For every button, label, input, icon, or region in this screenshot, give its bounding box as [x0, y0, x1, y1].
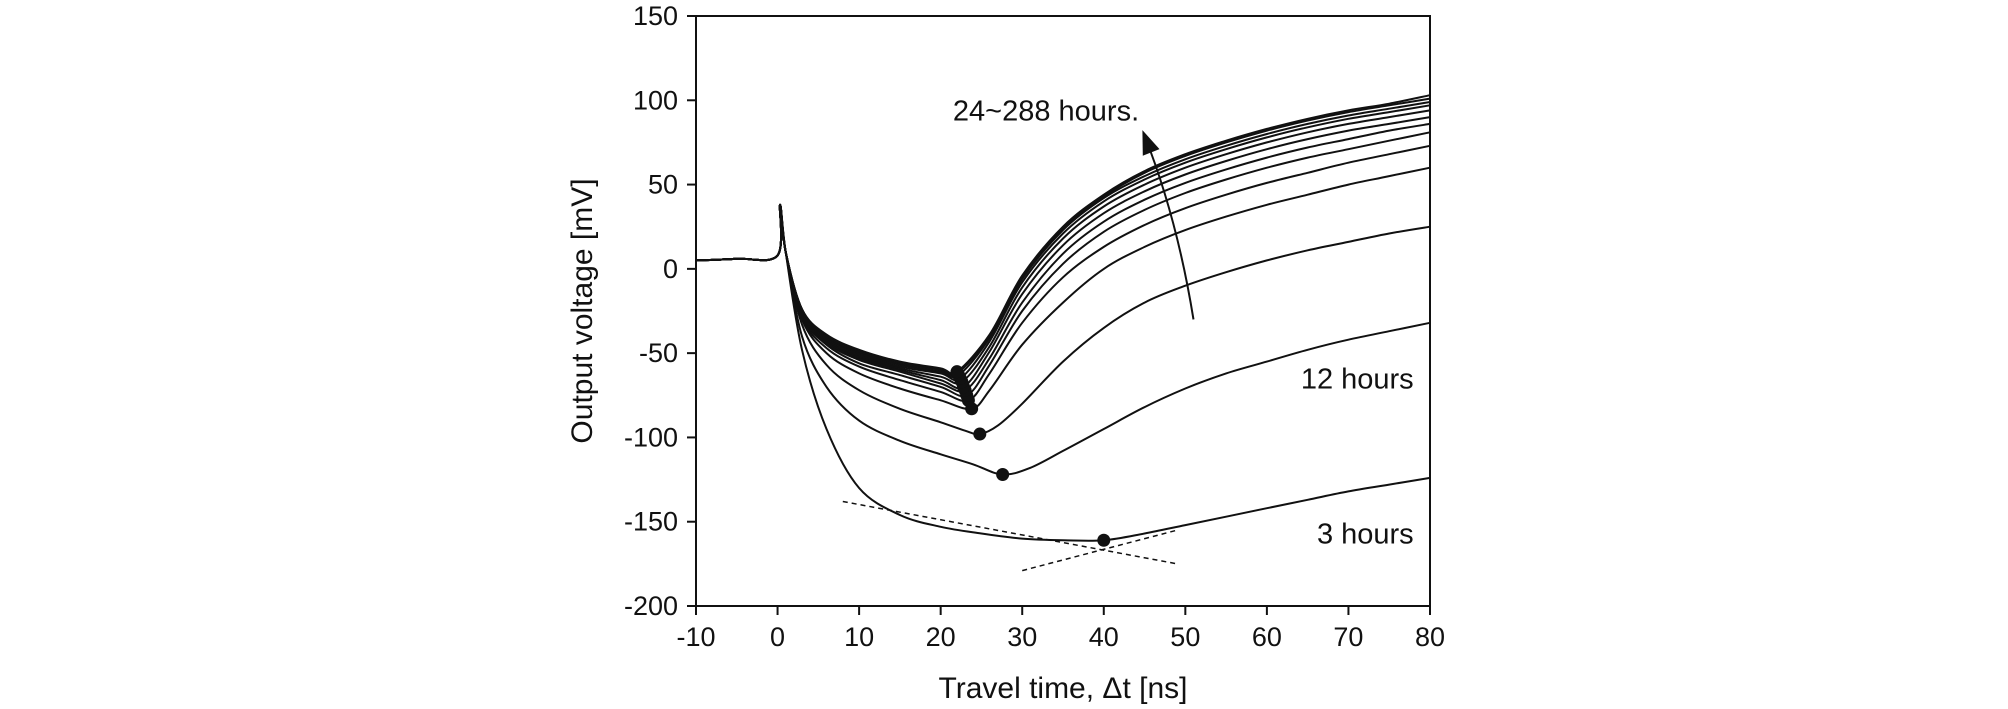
- x-tick-label: 40: [1089, 622, 1119, 652]
- annotation-2: 12 hours: [1301, 363, 1414, 395]
- y-tick-label: -150: [624, 507, 678, 537]
- x-tick-label: 50: [1170, 622, 1200, 652]
- plot-frame: [695, 15, 1431, 607]
- x-tick-label: 10: [844, 622, 874, 652]
- minimum-point-3: [973, 427, 987, 441]
- y-axis-ticks: -200 -150 -100 -50 0 50 100 150: [624, 1, 696, 621]
- y-tick-label: 100: [633, 85, 678, 115]
- x-axis-ticks: -10 0 10 20 30 40 50 60 70 80: [676, 606, 1445, 652]
- series-line-6: [695, 131, 1431, 398]
- y-tick-label: -200: [624, 591, 678, 621]
- y-tick-label: 150: [633, 1, 678, 31]
- trend-arrow-head: [1142, 130, 1160, 156]
- minimum-point-1: [1097, 533, 1111, 547]
- x-tick-label: 80: [1415, 622, 1445, 652]
- series-line-13: [695, 94, 1431, 375]
- y-tick-label: 50: [648, 170, 678, 200]
- x-tick-label: 70: [1333, 622, 1363, 652]
- x-tick-label: 30: [1007, 622, 1037, 652]
- chart-marks: 24~288 hours. 12 hours 3 hours: [695, 94, 1431, 572]
- series-line-7: [695, 122, 1431, 393]
- y-tick-label: -50: [639, 338, 678, 368]
- x-tick-label: 20: [926, 622, 956, 652]
- annotation-3: 3 hours: [1317, 519, 1414, 551]
- x-axis-label: Travel time, Δt [ns]: [939, 672, 1188, 705]
- y-axis-label: Output voltage [mV]: [566, 178, 599, 443]
- trend-arrow-shaft: [1143, 135, 1195, 320]
- x-tick-label: 60: [1252, 622, 1282, 652]
- x-tick-label: -10: [676, 622, 715, 652]
- y-tick-label: -100: [624, 422, 678, 452]
- annotation-1: 24~288 hours.: [953, 95, 1139, 127]
- minimum-point-2: [996, 468, 1010, 482]
- x-tick-label: 0: [770, 622, 785, 652]
- y-tick-label: 0: [663, 254, 678, 284]
- tangent-line-1: [842, 500, 1178, 565]
- series-line-10: [695, 104, 1431, 382]
- minimum-point-12: [950, 365, 964, 379]
